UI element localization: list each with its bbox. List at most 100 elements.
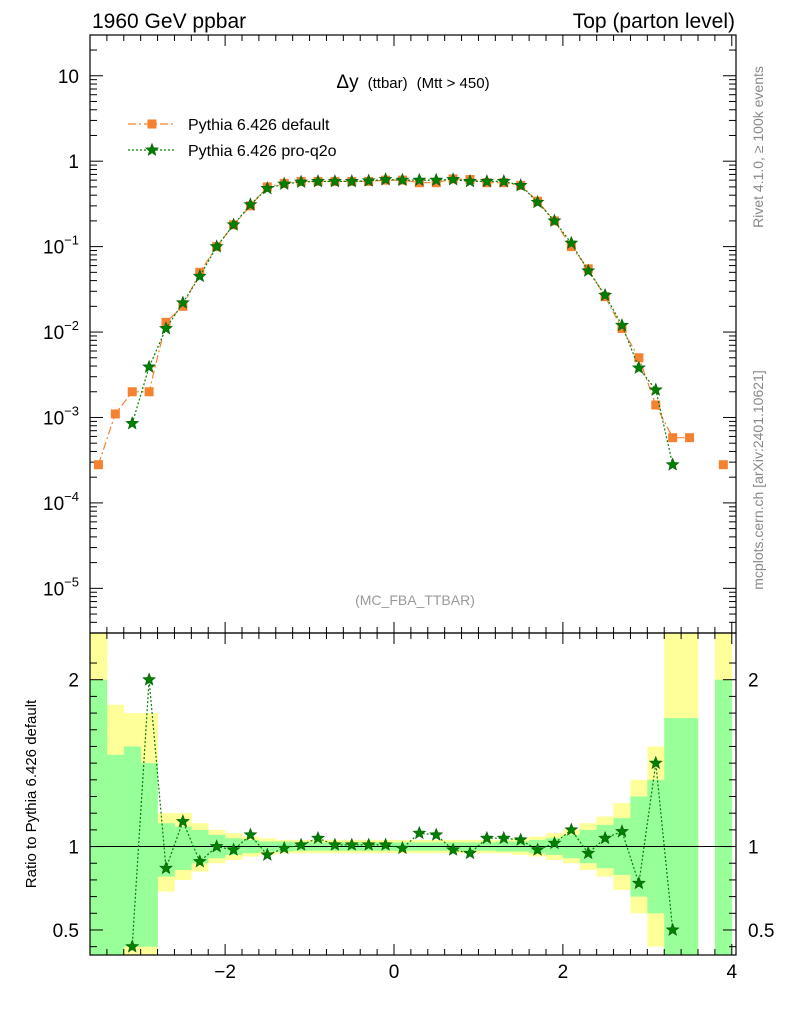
data-point-proq2o xyxy=(530,194,545,209)
ratio-point xyxy=(479,830,494,845)
data-point-default xyxy=(617,324,627,334)
ratio-band-green xyxy=(664,718,682,955)
ratio-point xyxy=(209,839,224,853)
y-tick-base: 10 xyxy=(43,579,64,600)
y-tick-base: 10 xyxy=(43,494,64,515)
plot-title-rest: (Mtt > 450) xyxy=(417,75,490,92)
ratio-point xyxy=(547,835,562,850)
y-tick-base: 10 xyxy=(43,408,64,429)
side-label-site: mcplots.cern.ch [arXiv:2401.10621] xyxy=(750,370,766,589)
ratio-point xyxy=(412,825,427,840)
data-point-default xyxy=(178,301,188,311)
data-point-proq2o xyxy=(513,178,528,192)
y-tick-label: 1 xyxy=(68,152,79,173)
y-tick-label: 10−1 xyxy=(43,233,79,259)
ratio-point xyxy=(513,832,528,846)
ratio-band-green xyxy=(714,679,733,955)
series-line-1 xyxy=(131,178,674,465)
ratio-band-green xyxy=(106,754,125,955)
ratio-point xyxy=(395,840,410,855)
data-point-default xyxy=(718,460,728,470)
data-point-proq2o xyxy=(277,176,292,190)
plot-title-small: (ttbar) xyxy=(368,75,408,92)
ratio-plot-series xyxy=(125,672,680,953)
data-point-default xyxy=(668,433,678,443)
data-point-proq2o xyxy=(564,235,579,249)
ratio-point xyxy=(581,845,596,860)
analysis-label: (MC_FBA_TTBAR) xyxy=(355,592,475,608)
x-tick-label: 2 xyxy=(558,962,569,983)
ratio-band-green xyxy=(90,679,108,955)
y-tick-exponent: −5 xyxy=(64,574,79,589)
ratio-tick-label-right: 0.5 xyxy=(748,921,774,942)
data-point-proq2o xyxy=(378,172,393,186)
data-point-default xyxy=(144,387,154,397)
ratio-y-axis-label: Ratio to Pythia 6.426 default xyxy=(23,699,40,888)
y-tick-label: 10 xyxy=(58,67,79,88)
ratio-point xyxy=(429,827,444,841)
legend-marker-default xyxy=(147,119,157,129)
ratio-point xyxy=(564,822,579,836)
ratio-point xyxy=(159,860,173,875)
data-point-default xyxy=(685,433,695,443)
data-point-default xyxy=(93,460,103,470)
ratio-point xyxy=(665,922,680,936)
ratio-point xyxy=(378,837,393,851)
data-point-proq2o xyxy=(631,360,646,374)
data-point-default xyxy=(110,409,120,419)
y-tick-base: 10 xyxy=(43,238,64,259)
data-point-proq2o xyxy=(581,263,596,277)
plot-title: Δy (ttbar) (Mtt > 450) xyxy=(336,72,489,93)
ratio-tick-label-right: 1 xyxy=(748,838,759,859)
legend-label-proq2o: Pythia 6.426 pro-q2o xyxy=(188,143,337,160)
ratio-line xyxy=(131,679,674,947)
data-point-proq2o xyxy=(648,382,663,396)
data-point-default xyxy=(634,353,644,363)
data-point-proq2o xyxy=(260,181,275,195)
data-point-default xyxy=(566,242,576,252)
data-point-proq2o xyxy=(243,197,258,211)
ratio-point xyxy=(142,672,157,686)
ratio-point xyxy=(361,837,376,851)
ratio-point xyxy=(192,854,207,868)
data-point-proq2o xyxy=(159,321,173,335)
ratio-band-green xyxy=(157,823,175,877)
x-tick-label: 0 xyxy=(389,962,400,983)
data-point-proq2o xyxy=(344,174,359,188)
ratio-tick-label-left: 2 xyxy=(68,671,79,692)
data-point-proq2o xyxy=(665,457,680,471)
ratio-tick-label-left: 0.5 xyxy=(53,921,79,942)
data-point-proq2o xyxy=(446,172,461,186)
ratio-band-green xyxy=(140,763,158,947)
series-line-0 xyxy=(98,179,723,465)
data-point-proq2o xyxy=(226,217,241,231)
legend-marker-proq2o xyxy=(145,142,159,156)
data-point-proq2o xyxy=(412,172,427,187)
y-tick-exponent: −3 xyxy=(64,403,79,418)
data-point-proq2o xyxy=(361,173,376,187)
data-point-proq2o xyxy=(175,295,190,309)
ratio-uncertainty-bands xyxy=(90,633,733,955)
data-point-default xyxy=(127,387,137,397)
y-tick-label: 10−2 xyxy=(43,318,79,344)
data-point-proq2o xyxy=(429,172,444,187)
ratio-point xyxy=(598,830,613,845)
header-right: Top (parton level) xyxy=(573,10,735,33)
ratio-point xyxy=(648,755,663,770)
y-tick-label: 10−4 xyxy=(43,489,79,515)
ratio-point xyxy=(463,845,477,860)
ratio-point xyxy=(496,830,511,845)
ratio-point xyxy=(277,840,292,855)
ratio-point xyxy=(311,830,325,845)
ratio-point xyxy=(327,837,342,851)
data-point-proq2o xyxy=(547,213,562,227)
plot-title-symbol: Δy xyxy=(336,72,359,93)
data-point-proq2o xyxy=(209,239,224,253)
data-point-proq2o xyxy=(294,174,309,188)
y-tick-base: 10 xyxy=(43,323,64,344)
ratio-point xyxy=(530,842,545,856)
ratio-point xyxy=(260,847,275,861)
y-tick-exponent: −1 xyxy=(64,233,79,248)
